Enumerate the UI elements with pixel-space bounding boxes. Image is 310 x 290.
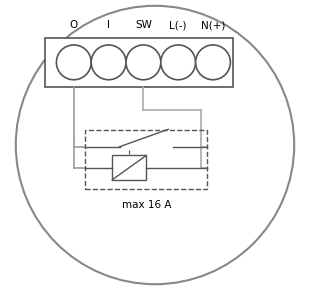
Circle shape	[56, 45, 91, 80]
Bar	[112, 155, 146, 180]
Circle shape	[126, 45, 161, 80]
Text: N(+): N(+)	[201, 21, 225, 30]
Circle shape	[16, 6, 294, 284]
Text: SW: SW	[135, 21, 152, 30]
Circle shape	[196, 45, 230, 80]
Circle shape	[91, 45, 126, 80]
Text: max 16 A: max 16 A	[122, 200, 171, 210]
Text: I: I	[107, 21, 110, 30]
Text: O: O	[70, 21, 78, 30]
Bar	[45, 38, 233, 87]
Bar	[85, 130, 207, 188]
Circle shape	[161, 45, 196, 80]
Text: L(-): L(-)	[170, 21, 187, 30]
